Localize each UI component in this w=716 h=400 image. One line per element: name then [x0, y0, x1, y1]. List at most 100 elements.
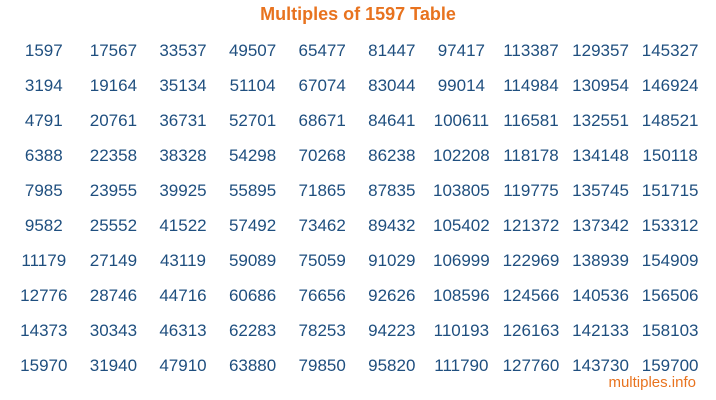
table-cell: 134148 — [572, 145, 629, 165]
table-cell: 113387 — [503, 40, 559, 60]
table-cell: 102208 — [432, 145, 490, 165]
table-cell: 145327 — [641, 40, 699, 60]
table-cell: 116581 — [503, 110, 559, 130]
table-cell: 15970 — [20, 355, 68, 375]
table-cell: 150118 — [642, 145, 698, 165]
table-cell: 83044 — [368, 75, 416, 95]
table-cell: 3194 — [24, 75, 63, 95]
table-cell: 57492 — [228, 215, 277, 235]
table-cell: 19164 — [89, 75, 138, 95]
table-cell: 4791 — [24, 110, 63, 130]
table-cell: 73462 — [298, 215, 346, 235]
table-cell: 130954 — [572, 75, 629, 95]
table-cell: 92626 — [368, 285, 416, 305]
table-cell: 60686 — [228, 285, 277, 305]
table-cell: 89432 — [368, 215, 416, 235]
table-cell: 55895 — [228, 180, 277, 200]
table-cell: 126163 — [502, 320, 560, 340]
table-cell: 91029 — [368, 250, 416, 270]
table-cell: 46313 — [159, 320, 207, 340]
table-cell: 137342 — [572, 215, 629, 235]
table-cell: 148521 — [641, 110, 699, 130]
table-cell: 142133 — [572, 320, 629, 340]
table-cell: 132551 — [572, 110, 629, 130]
table-cell: 111790 — [434, 355, 489, 375]
table-cell: 28746 — [89, 285, 138, 305]
table-cell: 146924 — [641, 75, 699, 95]
table-cell: 54298 — [228, 145, 277, 165]
table-cell: 30343 — [89, 320, 138, 340]
table-cell: 108596 — [432, 285, 490, 305]
table-row: 11179 27149 43119 59089 75059 91029 106999 1229… — [9, 243, 705, 278]
table-cell: 70268 — [298, 145, 346, 165]
table-cell: 79850 — [298, 355, 346, 375]
table-cell: 6388 — [24, 145, 63, 165]
table-cell: 39925 — [159, 180, 207, 200]
table-row: 1597 17567 33537 49507 65477 81447 97417 113387… — [9, 33, 705, 68]
table-cell: 22358 — [89, 145, 138, 165]
table-cell: 25552 — [89, 215, 138, 235]
table-cell: 86238 — [368, 145, 416, 165]
table-cell: 43119 — [159, 250, 206, 270]
table-cell: 31940 — [89, 355, 138, 375]
table-cell: 36731 — [159, 110, 207, 130]
table-cell: 153312 — [641, 215, 699, 235]
table-cell: 62283 — [228, 320, 277, 340]
table-cell: 158103 — [641, 320, 699, 340]
table-row: 3194 19164 35134 51104 67074 83044 99014 114984… — [9, 68, 705, 103]
table-cell: 154909 — [641, 250, 699, 270]
table-cell: 11179 — [21, 250, 67, 270]
table-cell: 67074 — [298, 75, 346, 95]
table-cell: 33537 — [159, 40, 207, 60]
table-cell: 114984 — [503, 75, 559, 95]
table-cell: 35134 — [159, 75, 207, 95]
table-cell: 138939 — [572, 250, 629, 270]
table-cell: 49507 — [228, 40, 277, 60]
table-row: 14373 30343 46313 62283 78253 94223 110193 1261… — [9, 313, 705, 348]
table-cell: 47910 — [159, 355, 207, 375]
table-row: 12776 28746 44716 60686 76656 92626 108596 1245… — [9, 278, 705, 313]
table-cell: 78253 — [298, 320, 346, 340]
site-link[interactable]: multiples.info — [608, 374, 696, 391]
table-cell: 75059 — [298, 250, 346, 270]
table-cell: 103805 — [432, 180, 490, 200]
table-cell: 71865 — [298, 180, 346, 200]
table-cell: 52701 — [228, 110, 277, 130]
table-cell: 105402 — [432, 215, 490, 235]
table-cell: 135745 — [572, 180, 629, 200]
table-row: 9582 25552 41522 57492 73462 89432 105402 12137… — [9, 208, 705, 243]
table-cell: 38328 — [159, 145, 207, 165]
table-cell: 95820 — [368, 355, 416, 375]
table-cell: 99014 — [437, 75, 485, 95]
table-cell: 23955 — [89, 180, 138, 200]
table-cell: 65477 — [298, 40, 346, 60]
table-cell: 12776 — [20, 285, 68, 305]
table-cell: 76656 — [298, 285, 346, 305]
table-cell: 97417 — [437, 40, 485, 60]
table-row: 6388 22358 38328 54298 70268 86238 102208 11817… — [9, 138, 705, 173]
table-cell: 14373 — [20, 320, 68, 340]
table-cell: 124566 — [502, 285, 560, 305]
table-cell: 100611 — [433, 110, 490, 130]
page-title: Multiples of 1597 Table — [260, 4, 456, 24]
table-cell: 20761 — [89, 110, 138, 130]
table-row: 7985 23955 39925 55895 71865 87835 103805 11977… — [9, 173, 705, 208]
table-row: 4791 20761 36731 52701 68671 84641 100611 11658… — [9, 103, 705, 138]
table-cell: 129357 — [572, 40, 629, 60]
multiples-table: 1597 17567 33537 49507 65477 81447 97417 113387… — [9, 33, 705, 383]
table-cell: 140536 — [572, 285, 629, 305]
table-cell: 68671 — [298, 110, 346, 130]
table-cell: 94223 — [368, 320, 416, 340]
table-cell: 81447 — [368, 40, 416, 60]
table-cell: 41522 — [159, 215, 207, 235]
table-cell: 119775 — [503, 180, 559, 200]
table-cell: 121372 — [502, 215, 560, 235]
table-cell: 17567 — [89, 40, 138, 60]
table-cell: 84641 — [368, 110, 416, 130]
table-cell: 156506 — [641, 285, 699, 305]
table-cell: 106999 — [432, 250, 490, 270]
table-cell: 59089 — [228, 250, 277, 270]
table-cell: 122969 — [502, 250, 560, 270]
table-cell: 27149 — [89, 250, 138, 270]
table-cell: 110193 — [433, 320, 490, 340]
